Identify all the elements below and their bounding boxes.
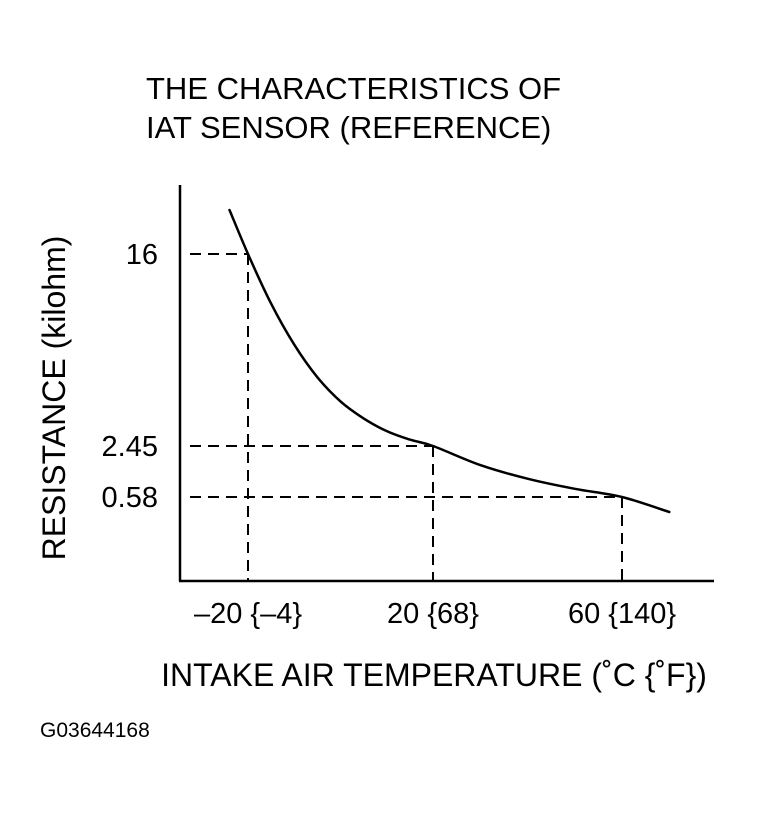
y-tick-label-1: 2.45 bbox=[102, 431, 158, 463]
x-tick-label-2: 60 {140} bbox=[568, 598, 676, 630]
figure-id: G03644168 bbox=[40, 719, 150, 742]
x-tick-labels: –20 {–4} 20 {68} 60 {140} bbox=[194, 598, 676, 630]
x-axis-title: INTAKE AIR TEMPERATURE (˚C {˚F}) bbox=[161, 657, 707, 693]
chart-title-line-2: IAT SENSOR (REFERENCE) bbox=[146, 110, 551, 145]
x-tick-label-0: –20 {–4} bbox=[194, 598, 302, 630]
y-axis-title: RESISTANCE (kilohm) bbox=[36, 236, 72, 561]
y-tick-label-2: 0.58 bbox=[102, 482, 158, 514]
resistance-curve bbox=[228, 208, 671, 514]
chart-title-line-1: THE CHARACTERISTICS OF bbox=[146, 71, 561, 106]
y-tick-labels: 16 2.45 0.58 bbox=[102, 239, 158, 514]
x-tick-label-1: 20 {68} bbox=[387, 598, 479, 630]
y-tick-label-0: 16 bbox=[126, 239, 158, 271]
reference-lines bbox=[190, 253, 623, 581]
